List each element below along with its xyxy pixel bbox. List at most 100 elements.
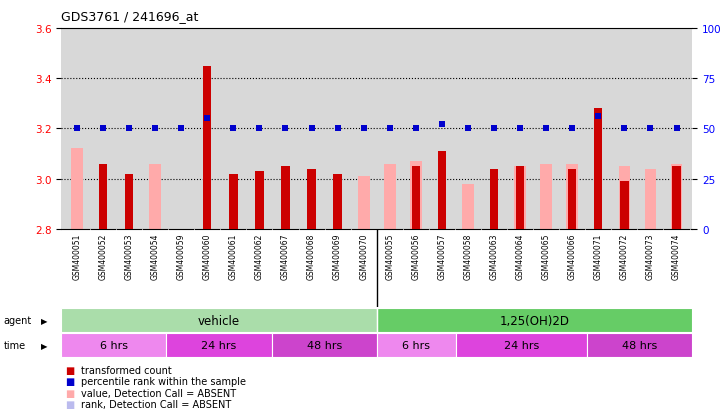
Text: transformed count: transformed count (81, 365, 172, 375)
Bar (125, 174, 133, 229)
Text: GSM400068: GSM400068 (307, 233, 316, 280)
Bar (307, 169, 316, 229)
Text: 24 hrs: 24 hrs (504, 340, 539, 350)
Bar (540, 164, 552, 229)
Bar (281, 166, 290, 229)
Bar (514, 166, 526, 229)
Bar (567, 164, 578, 229)
Bar (61, 309, 377, 332)
Point (175, 126, 187, 132)
Text: ■: ■ (65, 365, 74, 375)
Text: ▶: ▶ (41, 341, 48, 350)
Bar (568, 169, 576, 229)
Point (123, 126, 135, 132)
Bar (167, 333, 272, 357)
Text: agent: agent (4, 316, 32, 325)
Bar (594, 109, 603, 229)
Point (332, 126, 343, 132)
Bar (358, 177, 370, 229)
Bar (490, 169, 498, 229)
Point (436, 122, 448, 128)
Point (619, 126, 630, 132)
Text: GSM400059: GSM400059 (177, 233, 186, 280)
Text: GSM400052: GSM400052 (99, 233, 107, 280)
Text: GSM400053: GSM400053 (125, 233, 133, 280)
Text: 48 hrs: 48 hrs (306, 340, 342, 350)
Bar (645, 169, 656, 229)
Point (280, 126, 291, 132)
Text: ■: ■ (65, 399, 74, 409)
Bar (384, 164, 396, 229)
Text: GSM400058: GSM400058 (464, 233, 472, 280)
Bar (620, 182, 629, 229)
Text: GSM400055: GSM400055 (385, 233, 394, 280)
Text: GSM400069: GSM400069 (333, 233, 342, 280)
Bar (516, 166, 524, 229)
Point (567, 126, 578, 132)
Bar (71, 149, 83, 229)
Text: GSM400060: GSM400060 (203, 233, 212, 280)
Text: GSM400074: GSM400074 (672, 233, 681, 280)
Bar (61, 333, 167, 357)
Point (410, 126, 422, 132)
Bar (410, 161, 422, 229)
Text: GSM400070: GSM400070 (359, 233, 368, 280)
Bar (272, 333, 376, 357)
Point (201, 116, 213, 122)
Text: GSM400051: GSM400051 (72, 233, 81, 280)
Point (462, 126, 474, 132)
Text: GSM400061: GSM400061 (229, 233, 238, 280)
Point (358, 126, 369, 132)
Text: GSM400054: GSM400054 (151, 233, 159, 280)
Bar (203, 66, 211, 229)
Text: ■: ■ (65, 388, 74, 398)
Point (97, 126, 109, 132)
Point (254, 126, 265, 132)
Bar (671, 164, 682, 229)
Bar (619, 166, 630, 229)
Text: 6 hrs: 6 hrs (99, 340, 128, 350)
Text: GSM400067: GSM400067 (281, 233, 290, 280)
Text: GSM400065: GSM400065 (541, 233, 551, 280)
Bar (255, 172, 264, 229)
Text: GSM400072: GSM400072 (620, 233, 629, 280)
Point (488, 126, 500, 132)
Bar (587, 333, 692, 357)
Text: 48 hrs: 48 hrs (622, 340, 658, 350)
Text: GSM400064: GSM400064 (516, 233, 525, 280)
Bar (377, 309, 692, 332)
Bar (149, 164, 161, 229)
Point (306, 126, 317, 132)
Point (228, 126, 239, 132)
Text: percentile rank within the sample: percentile rank within the sample (81, 376, 246, 386)
Point (593, 114, 604, 120)
Point (671, 126, 682, 132)
Point (71, 126, 83, 132)
Bar (99, 164, 107, 229)
Text: 6 hrs: 6 hrs (402, 340, 430, 350)
Point (541, 126, 552, 132)
Text: GSM400071: GSM400071 (594, 233, 603, 280)
Text: GSM400057: GSM400057 (438, 233, 446, 280)
Text: vehicle: vehicle (198, 314, 240, 327)
Bar (462, 184, 474, 229)
Bar (412, 166, 420, 229)
Point (384, 126, 396, 132)
Point (149, 126, 161, 132)
Bar (333, 174, 342, 229)
Bar (377, 333, 456, 357)
Text: 24 hrs: 24 hrs (201, 340, 236, 350)
Text: ■: ■ (65, 376, 74, 386)
Text: GSM400063: GSM400063 (490, 233, 498, 280)
Text: time: time (4, 340, 26, 350)
Text: value, Detection Call = ABSENT: value, Detection Call = ABSENT (81, 388, 236, 398)
Point (645, 126, 656, 132)
Point (514, 126, 526, 132)
Text: GSM400073: GSM400073 (646, 233, 655, 280)
Bar (673, 166, 681, 229)
Text: GDS3761 / 241696_at: GDS3761 / 241696_at (61, 10, 199, 23)
Text: GSM400066: GSM400066 (567, 233, 577, 280)
Text: 1,25(OH)2D: 1,25(OH)2D (500, 314, 570, 327)
Text: GSM400056: GSM400056 (411, 233, 420, 280)
Text: rank, Detection Call = ABSENT: rank, Detection Call = ABSENT (81, 399, 231, 409)
